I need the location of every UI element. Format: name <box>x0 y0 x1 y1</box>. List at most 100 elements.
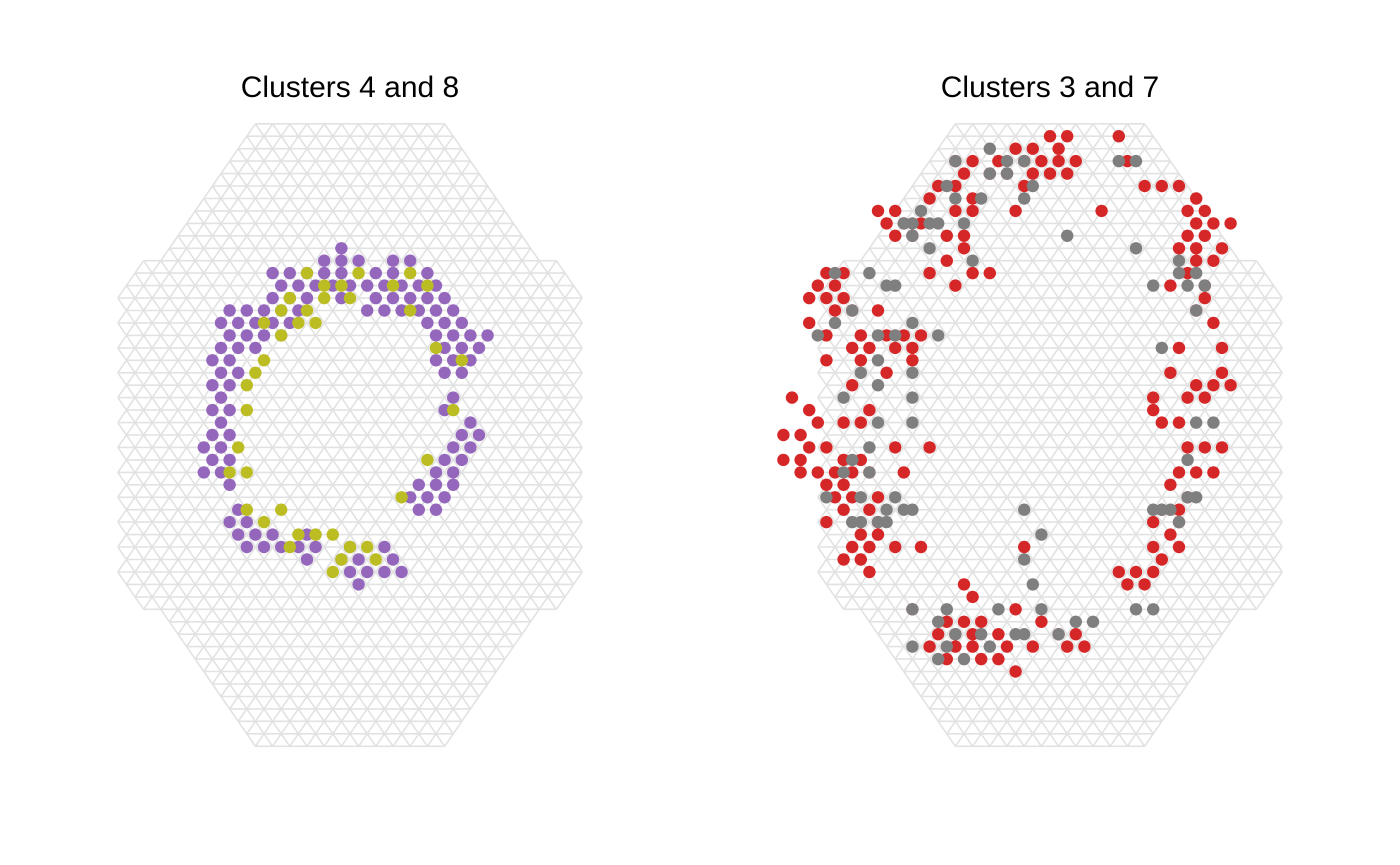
left-series-0-point-0 <box>335 242 348 255</box>
left-series-0-point-84 <box>206 428 219 442</box>
left-series-0-point-1 <box>318 254 331 267</box>
left-series-0-point-52 <box>223 329 236 342</box>
right-series-0-point-92 <box>1215 366 1229 379</box>
right-series-0-point-30 <box>871 204 885 218</box>
right-series-0-point-18 <box>1043 167 1057 180</box>
right-series-0-point-97 <box>785 391 799 404</box>
right-series-0-point-138 <box>871 491 885 504</box>
right-series-1-point-67 <box>1147 503 1160 516</box>
right-series-0-point-140 <box>863 503 876 516</box>
left-series-0-point-80 <box>223 403 236 417</box>
left-series-0-point-78 <box>447 391 460 404</box>
right-series-0-point-178 <box>992 628 1005 641</box>
right-series-1-point-69 <box>854 515 867 529</box>
right-series-0-point-87 <box>820 354 833 367</box>
left-series-0-point-72 <box>232 366 245 379</box>
left-series-1-point-29 <box>240 503 253 516</box>
right-series-0-point-70 <box>1198 291 1211 305</box>
left-series-0-point-2 <box>335 254 348 267</box>
right-series-1-point-81 <box>1129 603 1143 616</box>
left-series-1-point-16 <box>275 329 288 342</box>
left-series-0-point-15 <box>292 279 305 292</box>
left-series-1-point-35 <box>326 528 339 541</box>
right-series-0-point-121 <box>854 453 867 467</box>
right-series-0-point-126 <box>794 466 807 479</box>
left-series-0-point-88 <box>197 441 210 454</box>
right-series-0-point-167 <box>966 590 979 604</box>
left-series-0-point-113 <box>249 528 262 541</box>
left-series-0-point-91 <box>464 441 477 454</box>
right-series-1-point-84 <box>932 652 945 666</box>
left-series-1-point-12 <box>335 279 348 292</box>
right-series-1-point-19 <box>1061 229 1074 242</box>
left-series-0-point-32 <box>438 291 451 305</box>
right-series-0-point-185 <box>1078 640 1091 653</box>
left-series-0-point-34 <box>240 304 253 317</box>
right-series-0-point-149 <box>1164 528 1177 541</box>
left-series-1-point-37 <box>335 553 348 566</box>
left-series-0-point-86 <box>455 428 468 442</box>
right-series-1-point-6 <box>1112 154 1125 168</box>
right-series-0-point-150 <box>846 540 859 554</box>
right-series-1-point-22 <box>1129 242 1143 255</box>
left-series-0-point-73 <box>438 366 451 379</box>
right-series-1-point-76 <box>940 603 953 616</box>
right-series-0-point-26 <box>923 192 936 205</box>
left-series-1-point-33 <box>283 540 296 554</box>
right-series-1-point-82 <box>1147 603 1160 616</box>
left-series-1-point-28 <box>395 491 408 504</box>
left-series-0-point-120 <box>309 540 322 554</box>
right-series-0-point-165 <box>1138 578 1151 591</box>
right-series-0-point-143 <box>820 515 833 529</box>
left-series-0-point-42 <box>429 304 443 317</box>
right-series-0-point-174 <box>966 628 979 641</box>
right-series-0-point-78 <box>854 329 867 342</box>
right-series-0-point-117 <box>1207 466 1220 479</box>
right-series-0-point-90 <box>880 366 893 379</box>
right-series-0-point-177 <box>1009 603 1022 616</box>
right-series-0-point-120 <box>837 453 850 467</box>
right-series-1-point-30 <box>966 254 979 267</box>
left-series-0-point-35 <box>257 304 271 317</box>
left-series-0-point-87 <box>472 428 486 442</box>
left-series-0-point-82 <box>214 416 228 429</box>
right-series-1-point-21 <box>906 229 919 242</box>
right-series-1-point-78 <box>1035 528 1048 541</box>
right-series-1-point-7 <box>1129 154 1143 168</box>
right-series-1-point-51 <box>871 379 885 392</box>
right-series-0-point-79 <box>880 329 893 342</box>
right-series-1-point-74 <box>906 603 919 616</box>
right-series-1-point-60 <box>889 491 902 504</box>
left-series-0-point-11 <box>369 266 382 280</box>
left-series-0-point-110 <box>223 515 236 529</box>
right-series-0-point-132 <box>1164 478 1177 491</box>
right-series-0-point-184 <box>1061 640 1074 653</box>
right-series-0-point-113 <box>1172 341 1186 355</box>
left-series-0-point-43 <box>447 304 460 317</box>
right-series-0-point-21 <box>949 179 962 193</box>
right-series-0-point-164 <box>1121 578 1134 591</box>
right-series-1-point-9 <box>940 179 953 193</box>
left-series-0-point-66 <box>206 354 219 367</box>
left-spot-mesh <box>117 123 583 748</box>
left-series-0-point-83 <box>464 416 477 429</box>
left-series-0-point-63 <box>438 341 451 355</box>
left-series-1-point-14 <box>421 279 434 292</box>
left-series-0-point-48 <box>283 316 296 330</box>
left-series-1-point-20 <box>249 366 262 379</box>
left-series-1-point-6 <box>300 304 314 317</box>
left-series-0-point-97 <box>214 466 228 479</box>
right-series-0-point-189 <box>940 652 953 666</box>
right-series-1-point-48 <box>837 391 850 404</box>
right-series-0-point-64 <box>811 279 824 292</box>
right-series-0-point-84 <box>889 341 902 355</box>
left-series-0-point-3 <box>352 254 365 267</box>
right-series-1-point-28 <box>863 266 876 280</box>
right-series-0-point-44 <box>957 229 971 242</box>
left-series-0-point-59 <box>481 329 494 342</box>
right-series-0-point-123 <box>889 441 902 454</box>
right-series-1-point-15 <box>932 217 945 230</box>
right-series-1-point-20 <box>923 242 936 255</box>
right-series-0-point-147 <box>854 528 867 541</box>
right-series-0-point-110 <box>1215 441 1229 454</box>
